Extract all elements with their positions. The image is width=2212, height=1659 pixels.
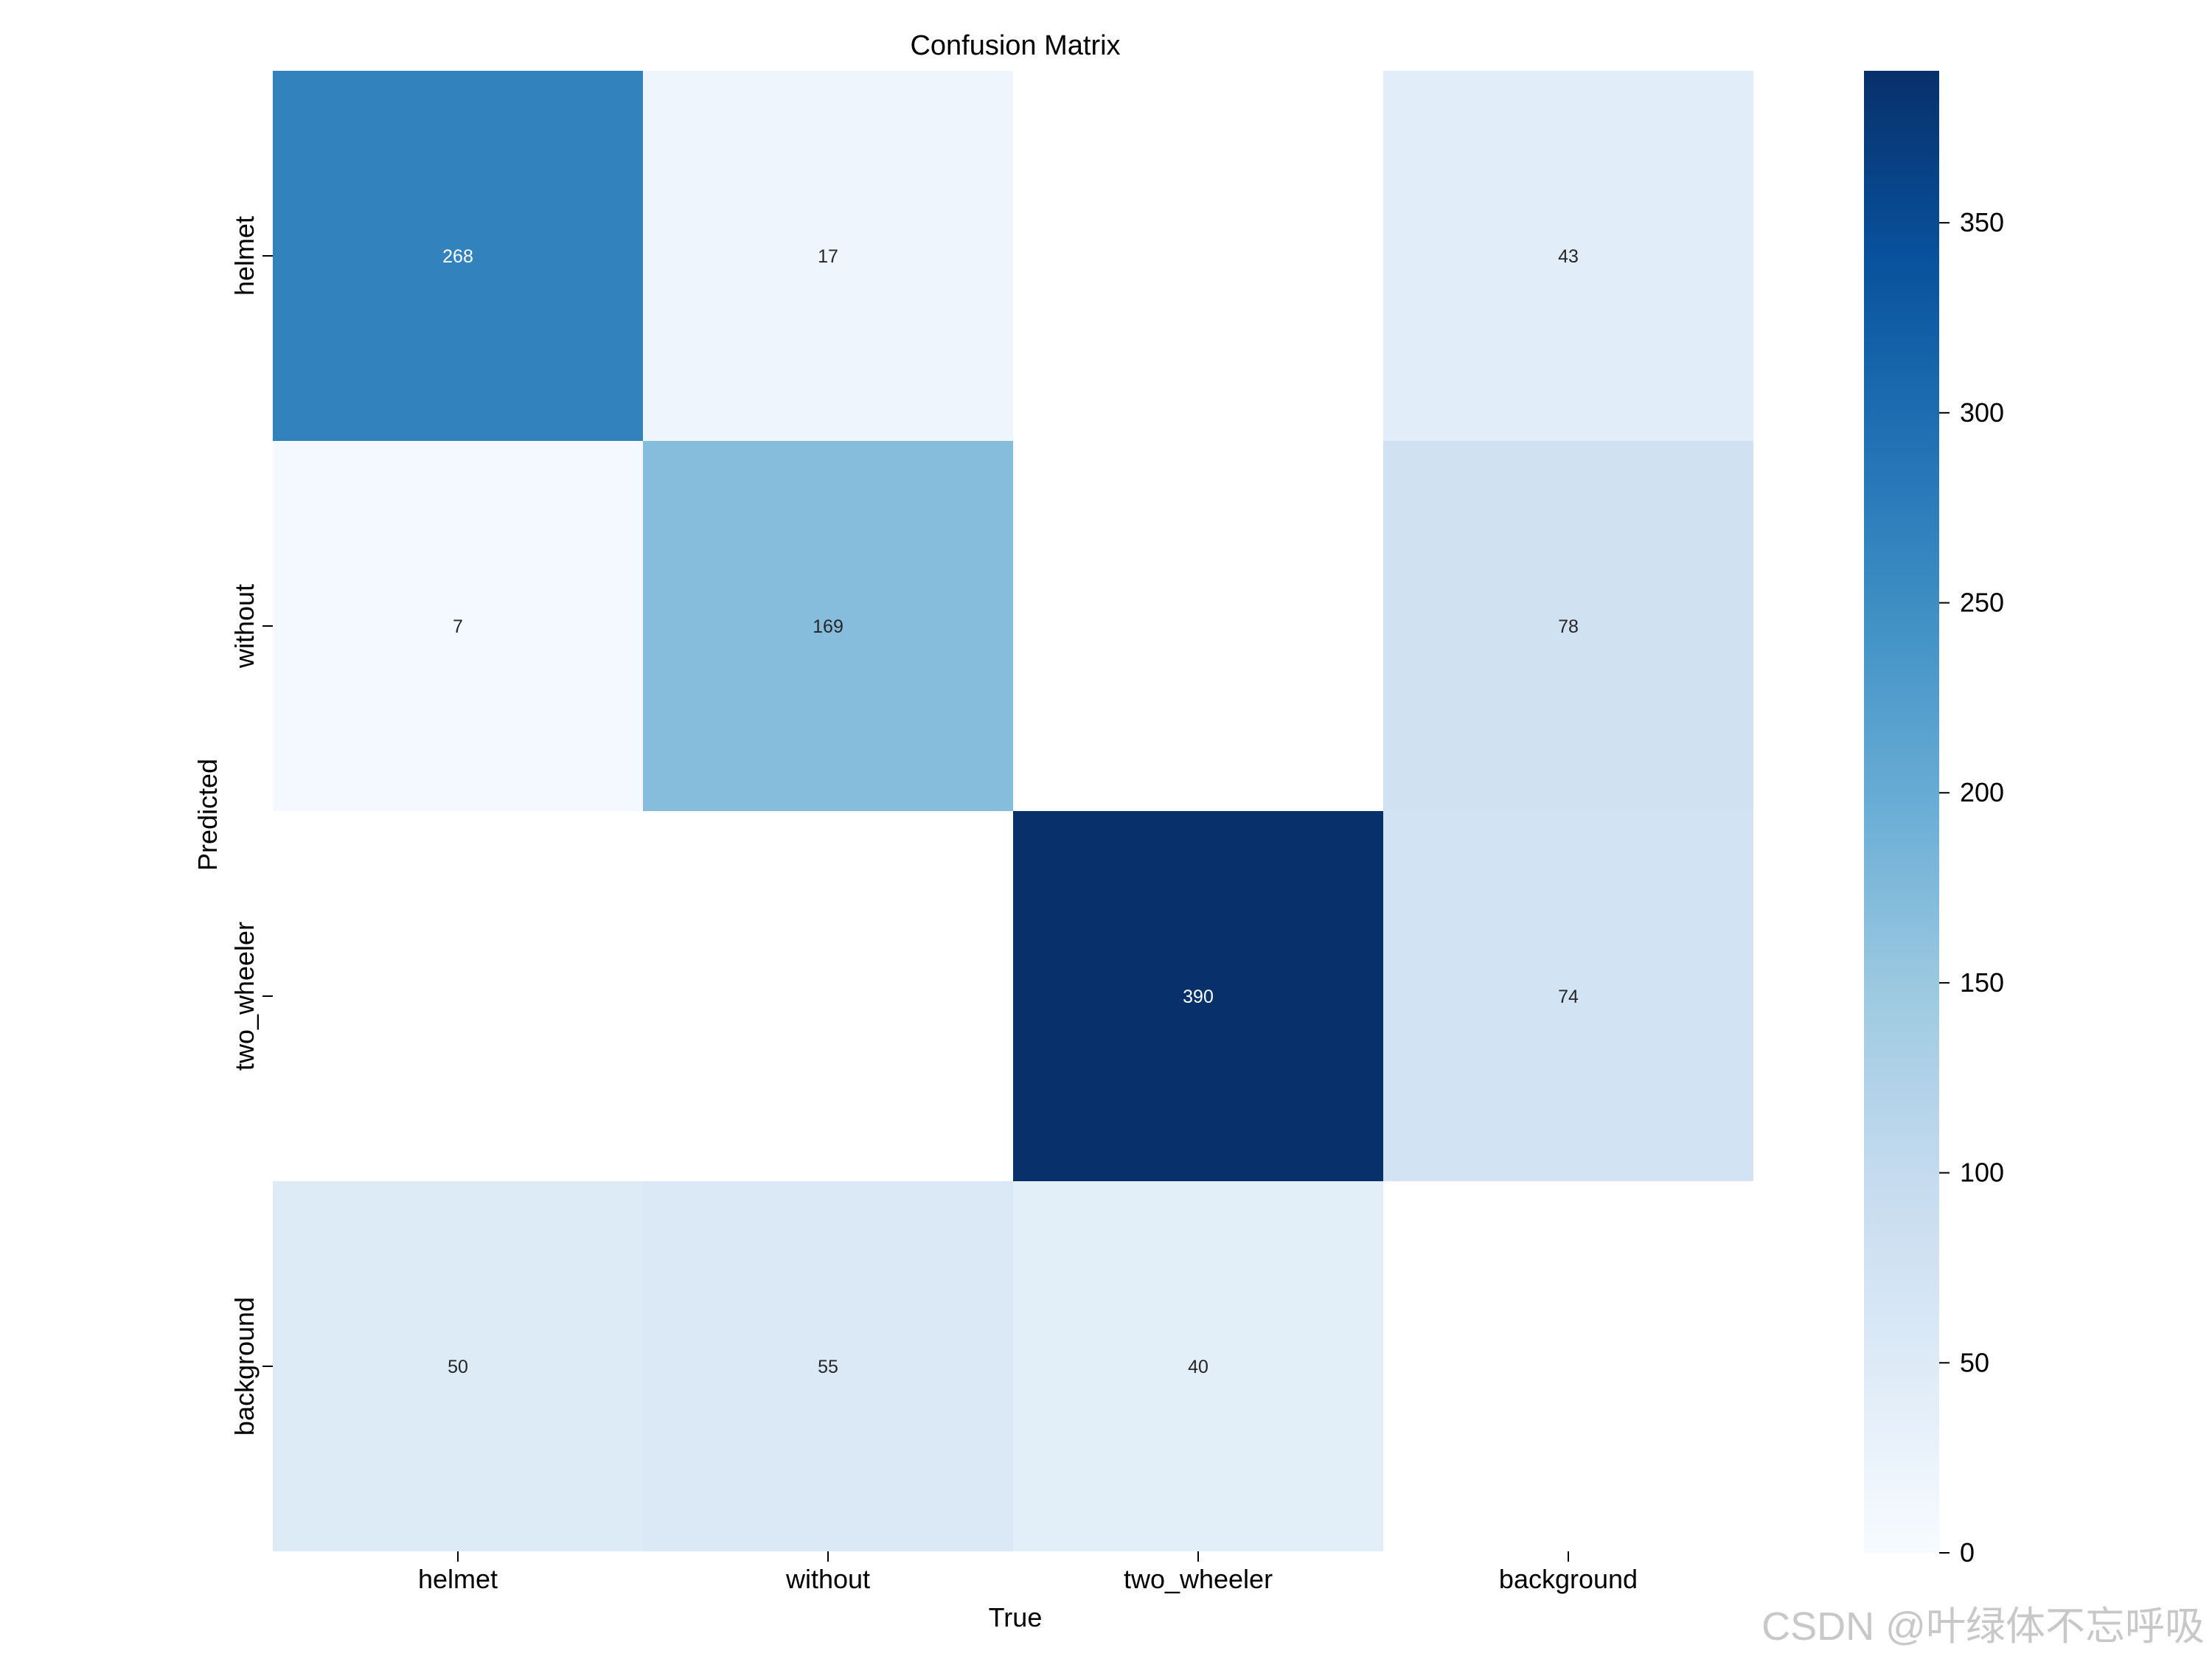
heatmap-cell-background-helmet <box>273 1181 643 1551</box>
x-tick-label: helmet <box>418 1564 498 1594</box>
x-axis-ticks: helmet without two_wheeler background <box>418 1551 1638 1594</box>
cell-value-label: 268 <box>442 246 473 267</box>
cell-value-label: 55 <box>818 1357 838 1377</box>
colorbar-tick-label: 150 <box>1960 967 2004 998</box>
cell-value-label: 7 <box>453 616 463 637</box>
y-tick-label: two_wheeler <box>229 922 260 1071</box>
heatmap-cell-two_wheeler-background <box>1383 811 1753 1181</box>
heatmap-cell-without-background <box>1383 441 1753 811</box>
watermark-text: CSDN @叶绿体不忘呼吸 <box>1761 1604 2205 1649</box>
colorbar-ticks: 0 50 100 150 200 250 300 350 <box>1939 207 2004 1568</box>
colorbar-tick-label: 0 <box>1960 1537 1975 1568</box>
heatmap-cell-helmet-without <box>643 71 1013 441</box>
colorbar-tick-label: 300 <box>1960 397 2004 428</box>
x-axis-label: True <box>989 1602 1043 1632</box>
cell-value-label: 169 <box>813 616 844 637</box>
cell-value-label: 50 <box>448 1357 468 1377</box>
colorbar-tick-label: 100 <box>1960 1158 2004 1188</box>
colorbar-tick-label: 50 <box>1960 1347 1989 1377</box>
heatmap-cell-background-two_wheeler <box>1013 1181 1383 1551</box>
x-tick-label: without <box>785 1564 870 1594</box>
y-tick-label: background <box>229 1297 260 1436</box>
heatmap-cell-without-without <box>643 441 1013 811</box>
heatmap-cell-helmet-helmet <box>273 71 643 441</box>
cell-value-label: 40 <box>1188 1357 1208 1377</box>
colorbar <box>1864 71 1939 1553</box>
heatmap-cell-two_wheeler-two_wheeler <box>1013 811 1383 1181</box>
heatmap-cell-without-helmet <box>273 441 643 811</box>
y-tick-label: helmet <box>229 216 260 296</box>
colorbar-tick-label: 200 <box>1960 777 2004 807</box>
chart-title: Confusion Matrix <box>910 30 1120 61</box>
cell-value-label: 78 <box>1558 616 1579 637</box>
heatmap-cells <box>273 71 1753 1551</box>
x-tick-label: background <box>1499 1564 1638 1594</box>
colorbar-tick-label: 350 <box>1960 207 2004 237</box>
heatmap-cell-background-without <box>643 1181 1013 1551</box>
cell-value-label: 74 <box>1558 987 1579 1007</box>
y-tick-label: without <box>229 584 260 669</box>
x-tick-label: two_wheeler <box>1124 1564 1273 1594</box>
cell-value-label: 43 <box>1558 246 1579 267</box>
heatmap-cell-labels: 268 17 43 7 169 78 390 74 50 55 40 <box>442 246 1579 1377</box>
cell-value-label: 390 <box>1183 987 1214 1007</box>
y-axis-label: Predicted <box>192 759 223 871</box>
cell-value-label: 17 <box>818 246 838 267</box>
colorbar-tick-label: 250 <box>1960 588 2004 618</box>
y-axis-ticks: helmet without two_wheeler background <box>229 216 273 1436</box>
heatmap-cell-helmet-background <box>1383 71 1753 441</box>
